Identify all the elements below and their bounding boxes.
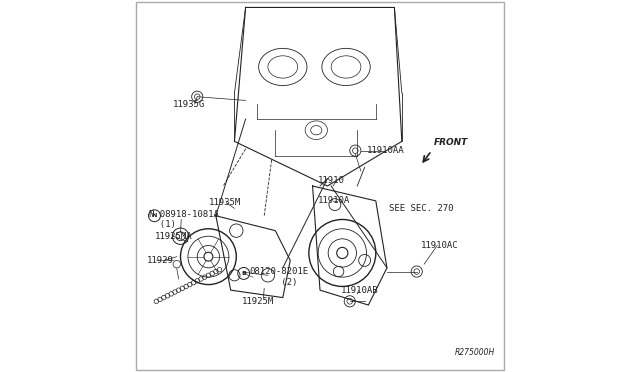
Text: B: B: [241, 271, 246, 276]
Text: SEE SEC. 270: SEE SEC. 270: [389, 204, 453, 213]
Text: FRONT: FRONT: [433, 138, 468, 147]
Polygon shape: [312, 186, 387, 305]
Text: 11925MA: 11925MA: [154, 232, 192, 241]
Text: 11935M: 11935M: [209, 198, 241, 207]
Text: 11935G: 11935G: [173, 100, 205, 109]
Text: 11910A: 11910A: [318, 196, 350, 205]
Text: R275000H: R275000H: [454, 348, 495, 357]
Text: 11910AA: 11910AA: [367, 146, 404, 155]
Text: 11929: 11929: [147, 256, 174, 265]
Text: 11910AB: 11910AB: [340, 286, 378, 295]
Text: N: N: [152, 213, 157, 218]
Polygon shape: [216, 216, 291, 298]
Text: 08120-8201E
      (2): 08120-8201E (2): [250, 267, 308, 287]
Text: 11910: 11910: [318, 176, 345, 185]
Text: N 08918-1081A
  (1): N 08918-1081A (1): [149, 210, 219, 229]
Text: 11910AC: 11910AC: [420, 241, 458, 250]
Text: 11925M: 11925M: [242, 297, 274, 306]
